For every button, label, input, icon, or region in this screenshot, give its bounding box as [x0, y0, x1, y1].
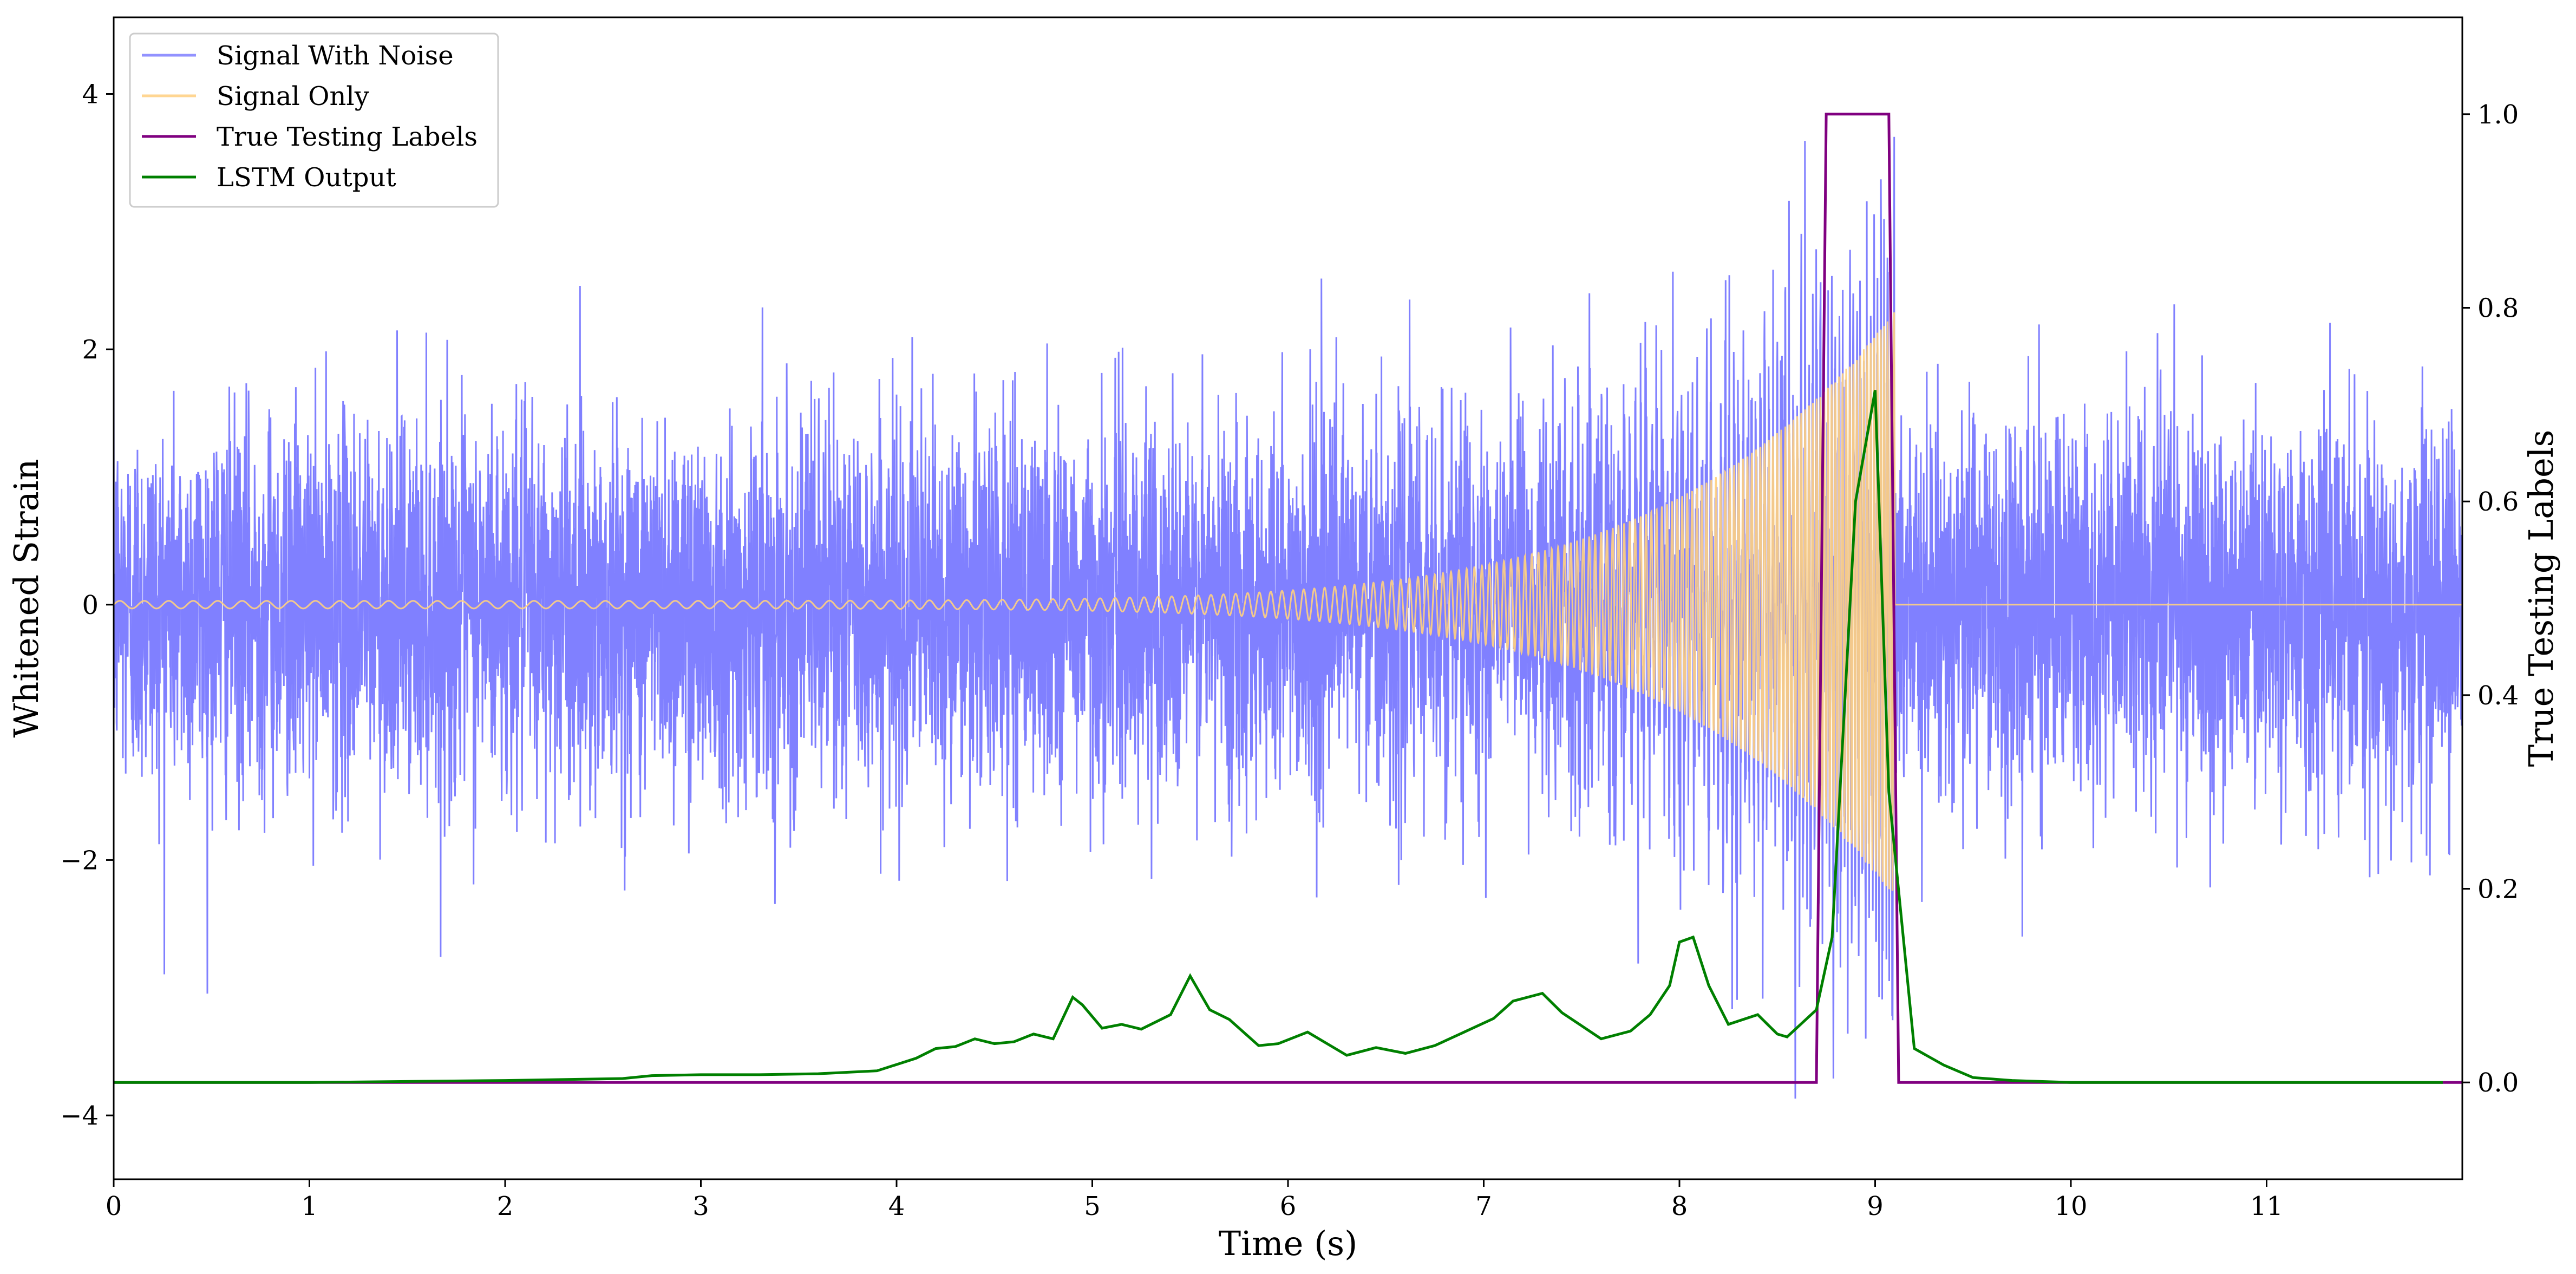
y2-tick-label: 0.4 [2477, 681, 2519, 711]
series-signal-with-noise [114, 136, 2462, 1099]
y2-tick-label: 0.0 [2477, 1068, 2519, 1098]
x-tick-label: 5 [1084, 1191, 1101, 1221]
legend-label: Signal With Noise [217, 41, 454, 71]
legend-label: Signal Only [217, 81, 369, 112]
y-tick-label: 2 [82, 335, 99, 365]
y2-tick-label: 0.6 [2477, 487, 2519, 517]
true-testing-labels-line [114, 113, 2462, 1084]
y-axis-title: Whitened Strain [6, 459, 46, 738]
series-signal-only [114, 312, 2462, 891]
x-tick-label: 1 [301, 1191, 318, 1221]
legend-box [129, 32, 499, 208]
legend-label: LSTM Output [217, 162, 396, 193]
y2-tick-label: 0.2 [2477, 874, 2519, 905]
y2-tick-label: 0.8 [2477, 293, 2519, 324]
series-lstm-output [114, 390, 2443, 1084]
x-tick-label: 4 [888, 1191, 905, 1221]
y-tick-label: −2 [60, 845, 99, 876]
y-axis-left: −4 −2 0 2 4 [60, 79, 114, 1131]
y2-axis-title: True Testing Labels [2521, 430, 2561, 767]
x-tick-label: 7 [1475, 1191, 1492, 1221]
x-axis: 0 1 2 3 4 5 6 7 8 9 10 11 [106, 1179, 2283, 1221]
x-tick-label: 10 [2054, 1191, 2087, 1221]
x-axis-title: Time (s) [1219, 1224, 1358, 1263]
y-tick-label: 4 [82, 79, 99, 109]
y2-tick-label: 1.0 [2477, 100, 2519, 130]
x-tick-label: 11 [2250, 1191, 2283, 1221]
y-tick-label: 0 [82, 590, 99, 620]
signal-with-noise-line [114, 136, 2462, 1099]
y-tick-label: −4 [60, 1101, 99, 1131]
x-tick-label: 2 [497, 1191, 514, 1221]
signal-only-line [114, 312, 2462, 891]
y-axis-right: 0.0 0.2 0.4 0.6 0.8 1.0 [2462, 100, 2519, 1098]
x-tick-label: 0 [106, 1191, 122, 1221]
x-tick-label: 8 [1671, 1191, 1688, 1221]
x-tick-label: 9 [1867, 1191, 1884, 1221]
series-true-testing-labels [114, 113, 2462, 1084]
x-tick-label: 3 [692, 1191, 709, 1221]
x-tick-label: 6 [1280, 1191, 1297, 1221]
legend: Signal With Noise Signal Only True Testing… [129, 32, 499, 208]
lstm-output-line [114, 390, 2443, 1084]
legend-label: True Testing Labels [217, 122, 478, 152]
